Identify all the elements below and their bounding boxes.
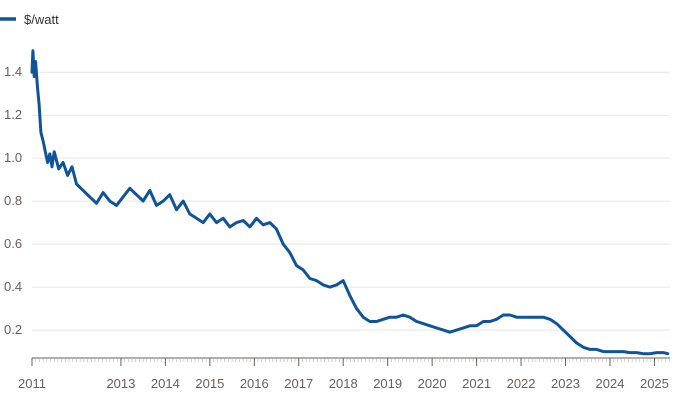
x-tick-label: 2019	[373, 376, 402, 391]
x-tick-label: 2024	[596, 376, 625, 391]
y-tick-label: 0.8	[4, 193, 22, 208]
legend-label: $/watt	[24, 12, 59, 27]
y-tick-label: 1.4	[4, 64, 22, 79]
x-tick-label: 2016	[240, 376, 269, 391]
x-tick-label: 2018	[329, 376, 358, 391]
x-tick-label: 2020	[418, 376, 447, 391]
y-axis: 0.2 0.4 0.6 0.8 1.0 1.2 1.4	[4, 64, 22, 337]
x-tick-label: 2013	[106, 376, 135, 391]
gridlines	[32, 71, 670, 331]
x-tick-label: 2021	[462, 376, 491, 391]
series-group	[30, 49, 670, 356]
x-tick-label: 2025	[640, 376, 669, 391]
x-tick-label: 2022	[507, 376, 536, 391]
x-axis: 2011 2013 2014 2015 2016 2017 2018 2019 2020 2021…	[18, 357, 670, 391]
legend: $/watt	[0, 12, 59, 27]
x-tick-label: 2011	[18, 376, 46, 391]
y-tick-label: 1.2	[4, 107, 22, 122]
y-tick-label: 0.4	[4, 279, 22, 294]
x-tick-label: 2014	[151, 376, 180, 391]
x-tick-label: 2017	[284, 376, 313, 391]
x-tick-label: 2015	[195, 376, 224, 391]
series-line-0	[30, 49, 670, 356]
x-tick-label: 2023	[551, 376, 580, 391]
y-tick-label: 0.2	[4, 322, 22, 337]
y-tick-label: 1.0	[4, 150, 22, 165]
y-tick-label: 0.6	[4, 236, 22, 251]
